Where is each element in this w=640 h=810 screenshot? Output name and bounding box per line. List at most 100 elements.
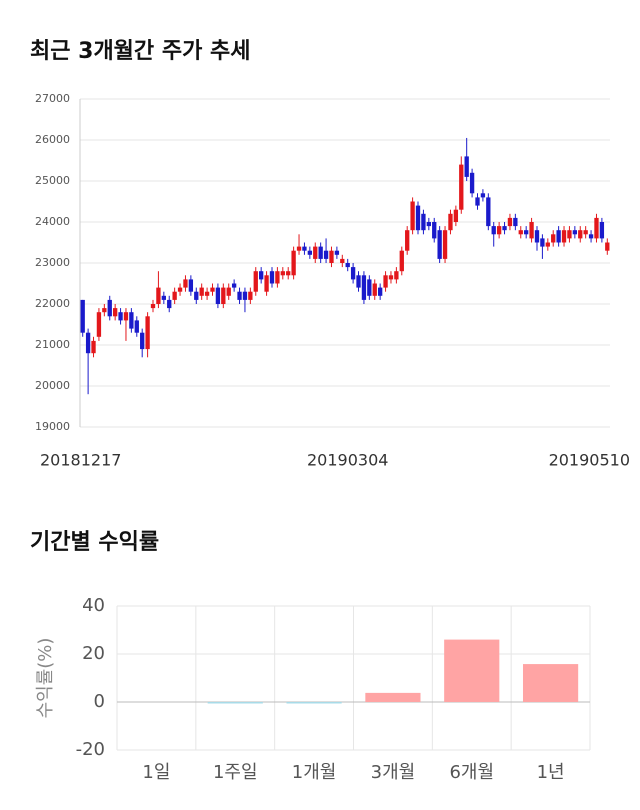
y-tick-label: 27000 <box>35 92 70 105</box>
candle-body <box>112 308 118 317</box>
x-tick-label: 6개월 <box>449 762 494 783</box>
candle-body <box>183 279 188 288</box>
candle-body <box>107 299 112 317</box>
candle-body <box>545 242 550 247</box>
candle-body <box>302 246 307 251</box>
y-tick-label: 0 <box>94 691 105 712</box>
candle-body <box>556 230 561 243</box>
y-tick-label: 21000 <box>35 338 70 351</box>
y-tick-label: 19000 <box>35 420 70 433</box>
candle-body <box>334 250 340 255</box>
candle-body <box>269 271 275 284</box>
y-tick-label: 20 <box>82 643 105 664</box>
candle-body <box>529 222 534 239</box>
candle-body <box>150 304 156 309</box>
candle-body <box>540 238 545 247</box>
candle-body <box>96 312 102 337</box>
candle-body <box>140 332 145 350</box>
y-tick-label: 23000 <box>35 256 70 269</box>
y-tick-label: 22000 <box>35 297 70 310</box>
candle-body <box>80 299 85 333</box>
candle-body <box>204 291 210 296</box>
candle-body <box>118 312 123 321</box>
candle-body <box>486 197 491 227</box>
candle-body <box>296 246 302 251</box>
candle-body <box>383 275 388 288</box>
candle-body <box>534 230 540 243</box>
candle-body <box>551 234 556 243</box>
candle-body <box>307 250 313 255</box>
y-tick-label: 40 <box>82 595 105 616</box>
candle-body <box>323 250 329 259</box>
candle-body <box>502 226 507 231</box>
candle-body <box>605 242 610 251</box>
candle-body <box>513 217 518 227</box>
candle-body <box>264 275 269 292</box>
candle-body <box>215 287 221 304</box>
candle-body <box>453 209 459 222</box>
candle-body <box>226 287 231 296</box>
candle-body <box>377 287 383 296</box>
x-tick-label: 1개월 <box>292 762 337 783</box>
candle-body <box>583 230 588 235</box>
candle-body <box>242 291 248 300</box>
x-tick-label: 1주일 <box>213 762 258 783</box>
candle-body <box>388 275 394 280</box>
candle-body <box>356 275 361 288</box>
candle-body <box>496 226 502 235</box>
candle-body <box>280 271 285 276</box>
y-tick-label: 24000 <box>35 215 70 228</box>
candle-body <box>85 332 91 354</box>
x-tick-label: 20181217 <box>40 451 121 470</box>
x-tick-label: 20190510 <box>549 451 630 470</box>
bar <box>365 692 421 702</box>
candle-body <box>372 283 377 296</box>
candle-body <box>567 230 572 239</box>
candle-body <box>442 230 448 259</box>
candle-body <box>405 230 410 251</box>
candle-body <box>275 271 280 284</box>
x-tick-label: 1년 <box>537 762 565 783</box>
y-tick-label: 20000 <box>35 379 70 392</box>
candle-body <box>464 156 469 177</box>
candle-body <box>475 197 480 206</box>
candle-body <box>421 213 426 231</box>
candle-body <box>221 287 226 304</box>
x-tick-label: 3개월 <box>371 762 416 783</box>
y-tick-label: 26000 <box>35 133 70 146</box>
candle-body <box>134 320 139 333</box>
candle-body <box>491 226 496 235</box>
candle-body <box>286 271 291 276</box>
candle-body <box>188 279 194 292</box>
candle-body <box>410 201 415 231</box>
candle-body <box>291 250 296 276</box>
candle-body <box>259 271 264 280</box>
candle-body <box>248 291 253 300</box>
candle-body <box>415 205 421 231</box>
candle-body <box>194 291 199 300</box>
candle-body <box>123 312 129 321</box>
bar <box>444 639 500 702</box>
candle-body <box>480 193 486 198</box>
chart-title: 최근 3개월간 주가 추세 <box>30 39 250 64</box>
candle-body <box>578 230 583 239</box>
candle-body <box>161 295 166 300</box>
candle-body <box>459 164 464 210</box>
candle-body <box>426 222 431 227</box>
candle-body <box>594 217 599 239</box>
candle-body <box>507 217 513 227</box>
candle-body <box>345 263 350 268</box>
candle-body <box>588 234 594 239</box>
candle-body <box>399 250 404 272</box>
candle-body <box>129 312 134 329</box>
candle-body <box>156 287 161 304</box>
chart-title: 기간별 수익률 <box>30 530 159 555</box>
bar <box>286 702 342 704</box>
candle-body <box>518 230 523 235</box>
bar <box>207 702 263 704</box>
candle-body <box>253 271 258 292</box>
candle-body <box>199 287 204 296</box>
candle-body <box>145 316 150 350</box>
